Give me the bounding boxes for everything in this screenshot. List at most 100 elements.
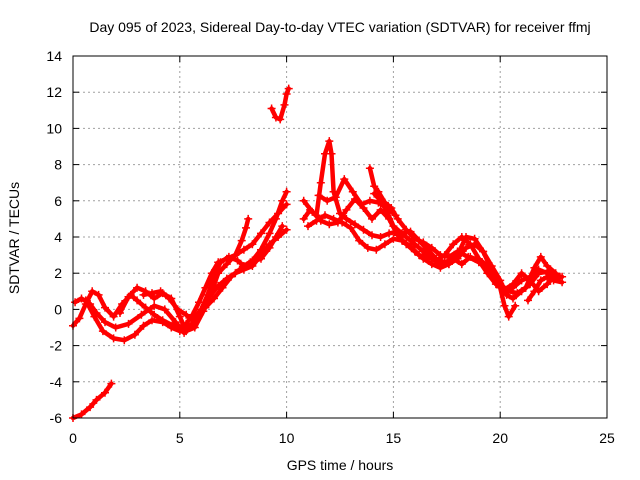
data-point xyxy=(237,236,246,245)
y-tick-label: 12 xyxy=(46,84,62,100)
data-point xyxy=(175,312,184,321)
data-point xyxy=(90,312,99,321)
series-track-5 xyxy=(116,214,253,336)
data-point xyxy=(440,258,449,267)
y-tick-label: -4 xyxy=(50,374,63,390)
series-line xyxy=(301,196,518,319)
data-point xyxy=(342,214,351,223)
data-point xyxy=(133,283,142,292)
data-point xyxy=(526,276,535,285)
data-point xyxy=(224,252,233,261)
data-point xyxy=(314,191,323,200)
data-point xyxy=(282,225,291,234)
data-point xyxy=(436,263,445,272)
y-tick-label: 10 xyxy=(46,120,62,136)
data-point xyxy=(248,256,257,265)
x-tick-label: 5 xyxy=(176,430,184,446)
data-point xyxy=(299,214,308,223)
data-point xyxy=(449,240,458,249)
data-point xyxy=(524,296,532,305)
data-point xyxy=(107,379,116,388)
data-point xyxy=(182,310,191,319)
data-point xyxy=(77,410,86,419)
x-tick-label: 15 xyxy=(386,430,402,446)
data-point xyxy=(148,316,156,325)
data-point xyxy=(137,310,146,319)
data-point xyxy=(517,269,526,278)
data-point xyxy=(299,196,308,205)
data-point xyxy=(139,290,148,299)
data-point xyxy=(197,305,206,314)
data-point xyxy=(397,229,406,238)
data-point xyxy=(167,323,176,332)
data-point xyxy=(111,323,120,332)
data-point xyxy=(385,229,394,238)
data-point xyxy=(239,245,248,254)
data-point xyxy=(351,220,359,229)
data-point xyxy=(77,294,86,303)
x-tick-label: 10 xyxy=(279,430,295,446)
data-point xyxy=(543,280,552,289)
data-point xyxy=(222,260,231,269)
data-point xyxy=(282,187,291,196)
data-point xyxy=(500,301,509,310)
data-point xyxy=(257,229,265,238)
data-point xyxy=(359,225,368,234)
x-tick-label: 20 xyxy=(492,430,508,446)
y-tick-label: 4 xyxy=(54,229,62,245)
series-line xyxy=(316,176,398,218)
data-point xyxy=(558,278,567,287)
data-point xyxy=(530,287,539,296)
grid-lines xyxy=(73,56,607,418)
data-point xyxy=(265,229,274,238)
data-point xyxy=(380,240,389,249)
data-point xyxy=(81,296,90,305)
data-point xyxy=(188,316,197,325)
data-point xyxy=(470,234,479,243)
data-point xyxy=(165,294,174,303)
data-point xyxy=(218,283,227,292)
data-point xyxy=(376,205,385,214)
data-point xyxy=(521,283,530,292)
data-point xyxy=(124,292,133,301)
series-track-7 xyxy=(267,84,293,124)
y-tick-label: 14 xyxy=(46,48,62,64)
data-point xyxy=(94,290,103,299)
data-point xyxy=(109,334,118,343)
data-point xyxy=(551,271,560,279)
data-point xyxy=(267,104,276,113)
series-track-12 xyxy=(370,189,560,296)
x-tick-label: 0 xyxy=(69,430,77,446)
data-point xyxy=(374,198,383,207)
data-point xyxy=(88,287,97,296)
data-point xyxy=(427,260,436,269)
data-point xyxy=(370,182,379,191)
y-axis-label: SDTVAR / TECUs xyxy=(6,182,22,294)
data-point xyxy=(453,247,462,256)
y-tick-label: 0 xyxy=(54,301,62,317)
data-point xyxy=(365,164,374,173)
data-point xyxy=(368,231,376,240)
data-point xyxy=(284,84,293,93)
data-point xyxy=(227,272,236,281)
data-point xyxy=(389,222,398,231)
series-track-13 xyxy=(314,175,400,220)
data-point xyxy=(98,327,107,336)
y-tick-label: -6 xyxy=(50,410,63,426)
data-point xyxy=(325,137,334,146)
data-point xyxy=(321,211,329,220)
series-track-1 xyxy=(69,379,116,422)
data-point xyxy=(156,287,165,296)
data-point xyxy=(239,262,248,270)
data-point xyxy=(124,319,133,328)
x-axis-label: GPS time / hours xyxy=(287,457,394,473)
data-point xyxy=(457,233,466,241)
data-point xyxy=(466,240,475,249)
data-point xyxy=(504,312,513,321)
data-point xyxy=(182,327,191,336)
data-point xyxy=(282,90,291,98)
data-point xyxy=(383,204,391,212)
data-point xyxy=(148,289,156,298)
data-point xyxy=(233,256,242,265)
